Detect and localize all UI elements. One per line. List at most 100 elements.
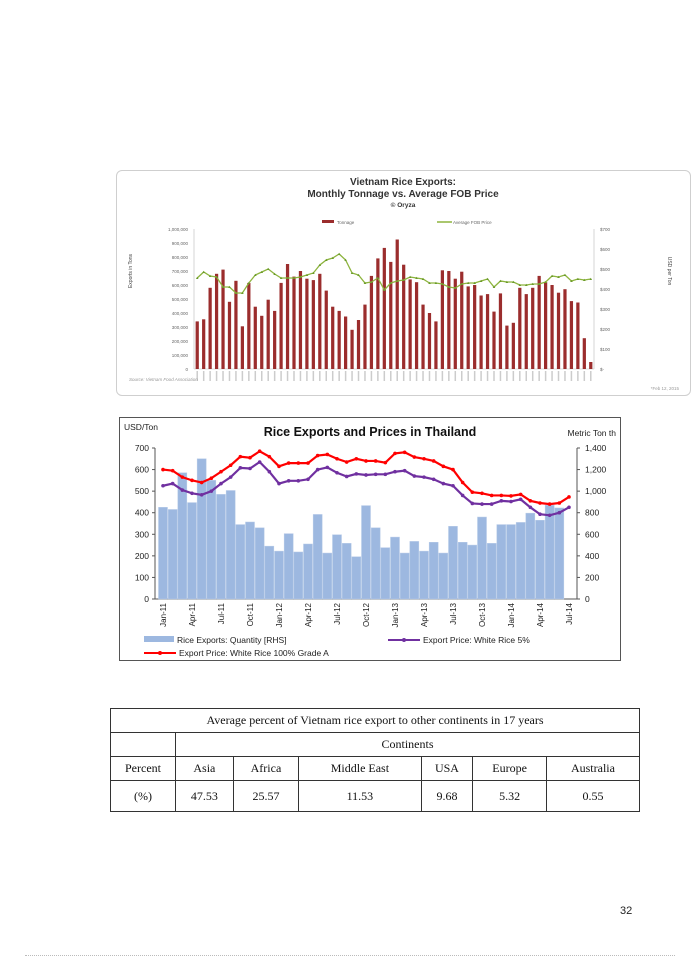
white-rice-100-point — [180, 475, 185, 479]
tonnage-bar — [266, 299, 270, 369]
quantity-bar — [293, 551, 304, 600]
left-tick-label: 0 — [144, 594, 149, 604]
fob-price-point — [337, 252, 341, 255]
quantity-bar — [167, 509, 178, 600]
tonnage-bar — [331, 306, 335, 369]
tonnage-bar — [208, 287, 212, 369]
fob-price-point — [428, 281, 431, 284]
right-tick-label: 200 — [585, 572, 599, 582]
white-rice-5-point — [538, 512, 542, 517]
legend-marker-white5 — [402, 638, 406, 642]
white-rice-100-point — [383, 460, 388, 465]
quantity-bar — [264, 545, 275, 600]
quantity-bar — [506, 524, 516, 600]
fob-price-point — [260, 270, 264, 273]
white-rice-100-point — [451, 467, 455, 472]
tonnage-bar — [440, 270, 444, 369]
tonnage-bar — [240, 326, 244, 369]
tonnage-bar — [511, 322, 515, 369]
fob-price-point — [208, 274, 212, 277]
white-rice-5-point — [547, 513, 552, 518]
tonnage-bar — [408, 279, 412, 369]
fob-price-point — [357, 273, 360, 276]
left-tick-label: 300,000 — [172, 325, 189, 330]
quantity-bar — [496, 524, 507, 600]
white-rice-100-point — [431, 459, 436, 463]
left-tick-label: 800,000 — [172, 255, 189, 260]
tonnage-bar — [350, 329, 354, 369]
white-rice-100-point — [315, 453, 320, 458]
chart-source: Source: Vietnam Food Association — [129, 377, 198, 382]
left-tick-label: 500,000 — [172, 297, 189, 302]
left-tick-label: 200 — [135, 551, 149, 561]
fob-price-point — [408, 275, 412, 278]
white-rice-100-point — [344, 460, 349, 464]
quantity-bar — [535, 520, 545, 600]
x-tick-label: Jan-12 — [275, 602, 284, 627]
chart-title: Rice Exports and Prices in Thailand — [264, 425, 477, 439]
value-cell: 0.55 — [545, 780, 641, 812]
white-rice-100-point — [557, 501, 562, 505]
white-rice-100-point — [393, 451, 397, 456]
tonnage-bar — [285, 264, 290, 369]
quantity-bar — [477, 516, 487, 600]
quantity-bar — [554, 507, 565, 600]
white-rice-5-point — [209, 489, 214, 493]
fob-price-point — [460, 282, 464, 285]
fob-price-point — [512, 280, 515, 283]
white-rice-100-point — [335, 456, 339, 461]
fob-price-point — [415, 276, 418, 279]
white-rice-100-point — [412, 455, 417, 459]
white-rice-100-point — [199, 480, 204, 485]
value-cell: 47.53 — [175, 780, 234, 812]
row-label-unit: (%) — [110, 780, 176, 812]
left-tick-label: 600,000 — [172, 283, 189, 288]
left-tick-label: 200,000 — [172, 339, 189, 344]
quantity-bar — [370, 527, 381, 600]
vietnam-chart-svg: Vietnam Rice Exports: Monthly Tonnage vs… — [128, 177, 679, 391]
tonnage-bar — [389, 261, 393, 369]
right-tick-label: $200 — [600, 327, 611, 332]
white-rice-5-point — [354, 472, 359, 476]
white-rice-5-point — [277, 481, 281, 486]
legend-tonnage: Tonnage — [337, 220, 355, 225]
white-rice-100-point — [190, 478, 194, 483]
tonnage-bar — [498, 293, 503, 369]
white-rice-5-point — [518, 497, 523, 502]
tonnage-bar — [202, 319, 206, 369]
fob-price-point — [434, 281, 438, 284]
tonnage-bar — [524, 294, 528, 369]
white-rice-100-point — [161, 467, 165, 472]
white-rice-5-point — [248, 466, 252, 471]
tonnage-bar — [466, 286, 470, 369]
fob-price-point — [531, 282, 535, 285]
fob-price-point — [499, 279, 502, 282]
tonnage-bar — [221, 269, 225, 369]
fob-price-point — [273, 272, 276, 275]
white-rice-5-point — [383, 472, 388, 477]
white-rice-5-point — [296, 478, 301, 483]
tonnage-bar — [369, 275, 374, 369]
x-tick-label: Jul-13 — [449, 602, 458, 624]
tonnage-bar — [324, 290, 328, 369]
left-tick-label: 900,000 — [172, 241, 189, 246]
x-tick-label: Apr-13 — [420, 602, 429, 627]
white-rice-5-point — [364, 473, 368, 477]
quantity-bar — [225, 490, 236, 600]
white-rice-5-point — [257, 460, 262, 464]
left-tick-label: 1,000,000 — [168, 227, 189, 232]
white-rice-5-point — [441, 481, 446, 486]
white-rice-100-point — [480, 491, 484, 496]
white-rice-100-point — [489, 493, 494, 498]
table-title: Average percent of Vietnam rice export t… — [110, 708, 640, 733]
tonnage-bar — [550, 285, 554, 369]
x-tick-label: Jul-14 — [565, 602, 574, 624]
white-rice-100-point — [248, 455, 252, 460]
white-rice-5-point — [460, 493, 465, 498]
quantity-bar — [438, 552, 449, 600]
tonnage-bar — [544, 282, 548, 369]
vietnam-rice-exports-chart: Vietnam Rice Exports: Monthly Tonnage vs… — [116, 170, 691, 396]
tonnage-bar — [382, 247, 386, 369]
y-axis-left-label: Exports in Tons — [128, 253, 134, 288]
white-rice-100-point — [209, 476, 214, 480]
